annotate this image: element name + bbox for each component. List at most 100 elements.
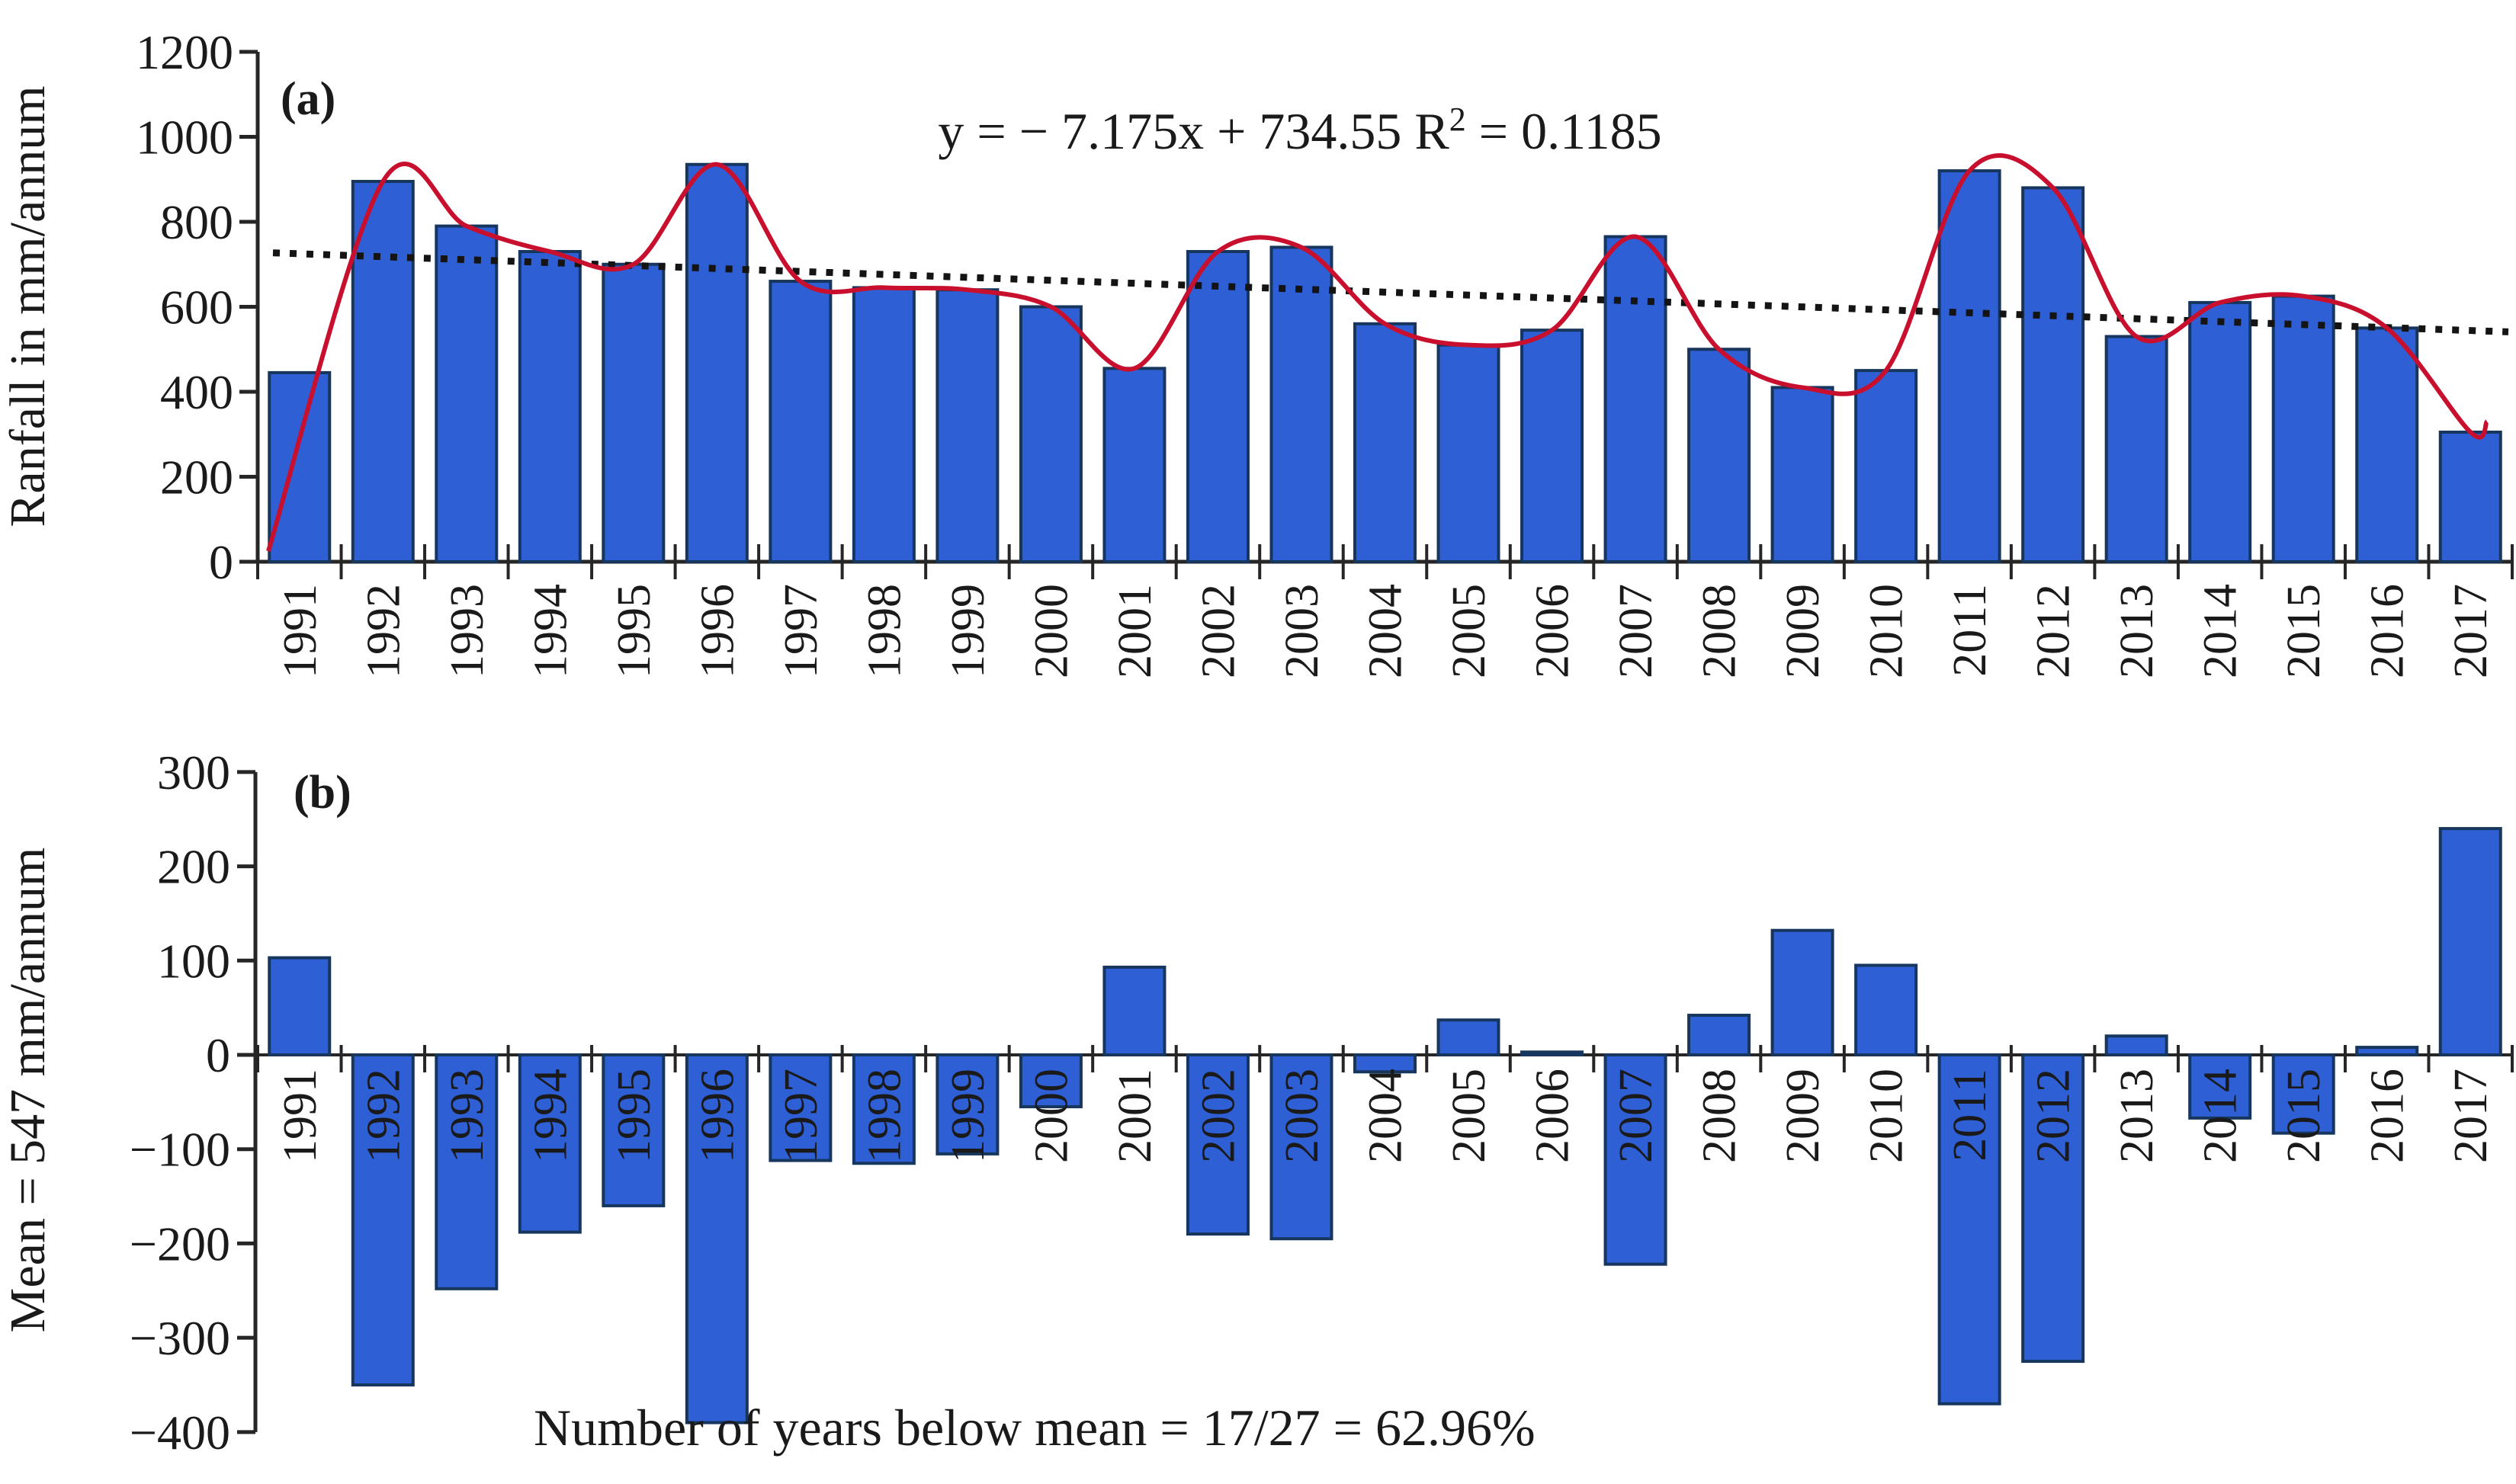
b-year-label-1992: 1992 — [358, 1069, 409, 1163]
a-year-label-2016: 2016 — [2362, 584, 2414, 678]
a-rainfall-curve — [266, 153, 2489, 552]
b-year-label-2013: 2013 — [2111, 1069, 2163, 1163]
b-year-label-2017: 2017 — [2445, 1069, 2497, 1163]
b-bar-2015 — [2271, 1053, 2335, 1135]
b-y-axis-title: Mean = 547 mm/annum — [0, 848, 56, 1333]
b-bar-2012 — [2021, 1053, 2085, 1364]
a-y-tick-label-800: 800 — [160, 195, 233, 249]
b-year-label-1994: 1994 — [525, 1069, 576, 1163]
b-bar-1992 — [351, 1053, 415, 1386]
b-year-label-2007: 2007 — [1610, 1069, 1662, 1163]
panel-b-chart: 300 200 100 0 −100 −200 −300 −400 1991 1992 1993 19… — [0, 745, 2514, 1460]
a-year-label-2010: 2010 — [1861, 584, 1913, 678]
b-year-label-2006: 2006 — [1527, 1069, 1579, 1163]
a-year-label-2006: 2006 — [1527, 584, 1579, 678]
b-bar-1991 — [268, 956, 332, 1056]
a-y-tick-label-1000: 1000 — [136, 111, 233, 165]
b-y-tick-label-300: 300 — [157, 745, 230, 800]
b-bar-1997 — [769, 1053, 833, 1162]
a-year-label-2014: 2014 — [2195, 584, 2247, 678]
b-bar-2017 — [2438, 827, 2502, 1056]
a-year-label-2005: 2005 — [1443, 584, 1495, 678]
b-year-label-2001: 2001 — [1109, 1069, 1161, 1163]
equation-main: y = − 7.175x + 734.55 R — [938, 102, 1449, 160]
b-bar-2006 — [1520, 1050, 1584, 1057]
b-year-label-2015: 2015 — [2278, 1069, 2330, 1163]
b-y-tick-label--400: −400 — [130, 1405, 230, 1460]
a-bar-2009 — [1770, 386, 1834, 563]
b-bar-2002 — [1186, 1053, 1250, 1236]
b-bar-2007 — [1603, 1053, 1667, 1266]
b-bar-1998 — [852, 1053, 916, 1165]
a-bar-1999 — [935, 288, 1000, 563]
a-bar-2010 — [1854, 369, 1918, 563]
b-bar-2005 — [1436, 1018, 1500, 1056]
b-bar-2014 — [2188, 1053, 2252, 1120]
b-year-label-2014: 2014 — [2195, 1069, 2247, 1163]
a-year-label-1991: 1991 — [274, 584, 326, 678]
a-bar-2007 — [1603, 235, 1667, 563]
b-year-label-1991: 1991 — [274, 1069, 326, 1163]
a-year-label-2017: 2017 — [2445, 584, 2497, 678]
a-bar-1995 — [602, 262, 666, 563]
b-year-label-2016: 2016 — [2362, 1069, 2414, 1163]
b-bar-2010 — [1854, 963, 1918, 1057]
b-bar-1995 — [602, 1053, 666, 1207]
a-year-label-1999: 1999 — [942, 584, 994, 678]
a-year-label-1994: 1994 — [525, 584, 576, 678]
b-year-label-2003: 2003 — [1276, 1069, 1328, 1163]
b-bar-2016 — [2355, 1046, 2419, 1056]
a-bar-2017 — [2438, 430, 2502, 564]
b-y-tick-label-0: 0 — [206, 1028, 230, 1082]
b-year-label-1993: 1993 — [441, 1069, 493, 1163]
a-year-label-1997: 1997 — [775, 584, 827, 678]
b-year-label-2010: 2010 — [1861, 1069, 1913, 1163]
b-y-tick-label--200: −200 — [130, 1216, 230, 1271]
b-year-label-1996: 1996 — [692, 1069, 743, 1163]
a-bar-2002 — [1186, 250, 1250, 563]
b-year-label-1999: 1999 — [942, 1069, 994, 1163]
a-year-label-2013: 2013 — [2111, 584, 2163, 678]
a-y-tick-label-0: 0 — [209, 535, 233, 589]
a-bar-2004 — [1353, 322, 1417, 563]
b-bar-1993 — [435, 1053, 499, 1290]
a-bar-2000 — [1019, 305, 1083, 563]
b-year-label-1995: 1995 — [608, 1069, 660, 1163]
a-year-label-2015: 2015 — [2278, 584, 2330, 678]
trendline-equation: y = − 7.175x + 734.55 R2 = 0.1185 — [938, 101, 1661, 160]
a-year-label-1996: 1996 — [692, 584, 743, 678]
a-y-tick-label-600: 600 — [160, 280, 233, 335]
b-dynamic: 300 200 100 0 −100 −200 −300 −400 1991 1992 1993 19… — [130, 745, 2514, 1460]
panel-a-label: (a) — [281, 73, 335, 125]
b-bar-2013 — [2104, 1034, 2168, 1056]
a-bar-2011 — [1937, 169, 2001, 564]
a-bar-1991 — [268, 370, 332, 563]
a-bar-2012 — [2021, 186, 2085, 563]
a-year-label-1998: 1998 — [858, 584, 910, 678]
a-y-tick-label-1200: 1200 — [136, 25, 233, 79]
b-bar-1996 — [685, 1053, 749, 1425]
b-bar-1999 — [935, 1053, 1000, 1155]
b-y-tick-label-200: 200 — [157, 840, 230, 894]
b-year-label-1998: 1998 — [858, 1069, 910, 1163]
a-year-label-2003: 2003 — [1276, 584, 1328, 678]
b-bar-2009 — [1770, 928, 1834, 1056]
panel-a-chart: 0 200 400 600 800 1000 1200 1991 1992 1993 1994 199… — [0, 25, 2514, 678]
b-bar-2000 — [1019, 1053, 1083, 1109]
a-bar-2001 — [1102, 367, 1167, 563]
equation-superscript: 2 — [1449, 101, 1466, 138]
b-year-label-2002: 2002 — [1192, 1069, 1244, 1163]
a-year-label-2004: 2004 — [1360, 584, 1412, 678]
b-bar-2004 — [1353, 1053, 1417, 1074]
a-bar-2006 — [1520, 329, 1584, 563]
b-bar-2001 — [1102, 965, 1167, 1056]
b-y-tick-label--100: −100 — [130, 1123, 230, 1177]
a-bar-2013 — [2104, 335, 2168, 563]
a-bar-2008 — [1687, 348, 1751, 563]
a-bar-1996 — [685, 162, 749, 564]
a-year-label-1995: 1995 — [608, 584, 660, 678]
a-year-label-2001: 2001 — [1109, 584, 1161, 678]
b-bar-2003 — [1269, 1053, 1333, 1241]
a-bar-2016 — [2355, 326, 2419, 563]
